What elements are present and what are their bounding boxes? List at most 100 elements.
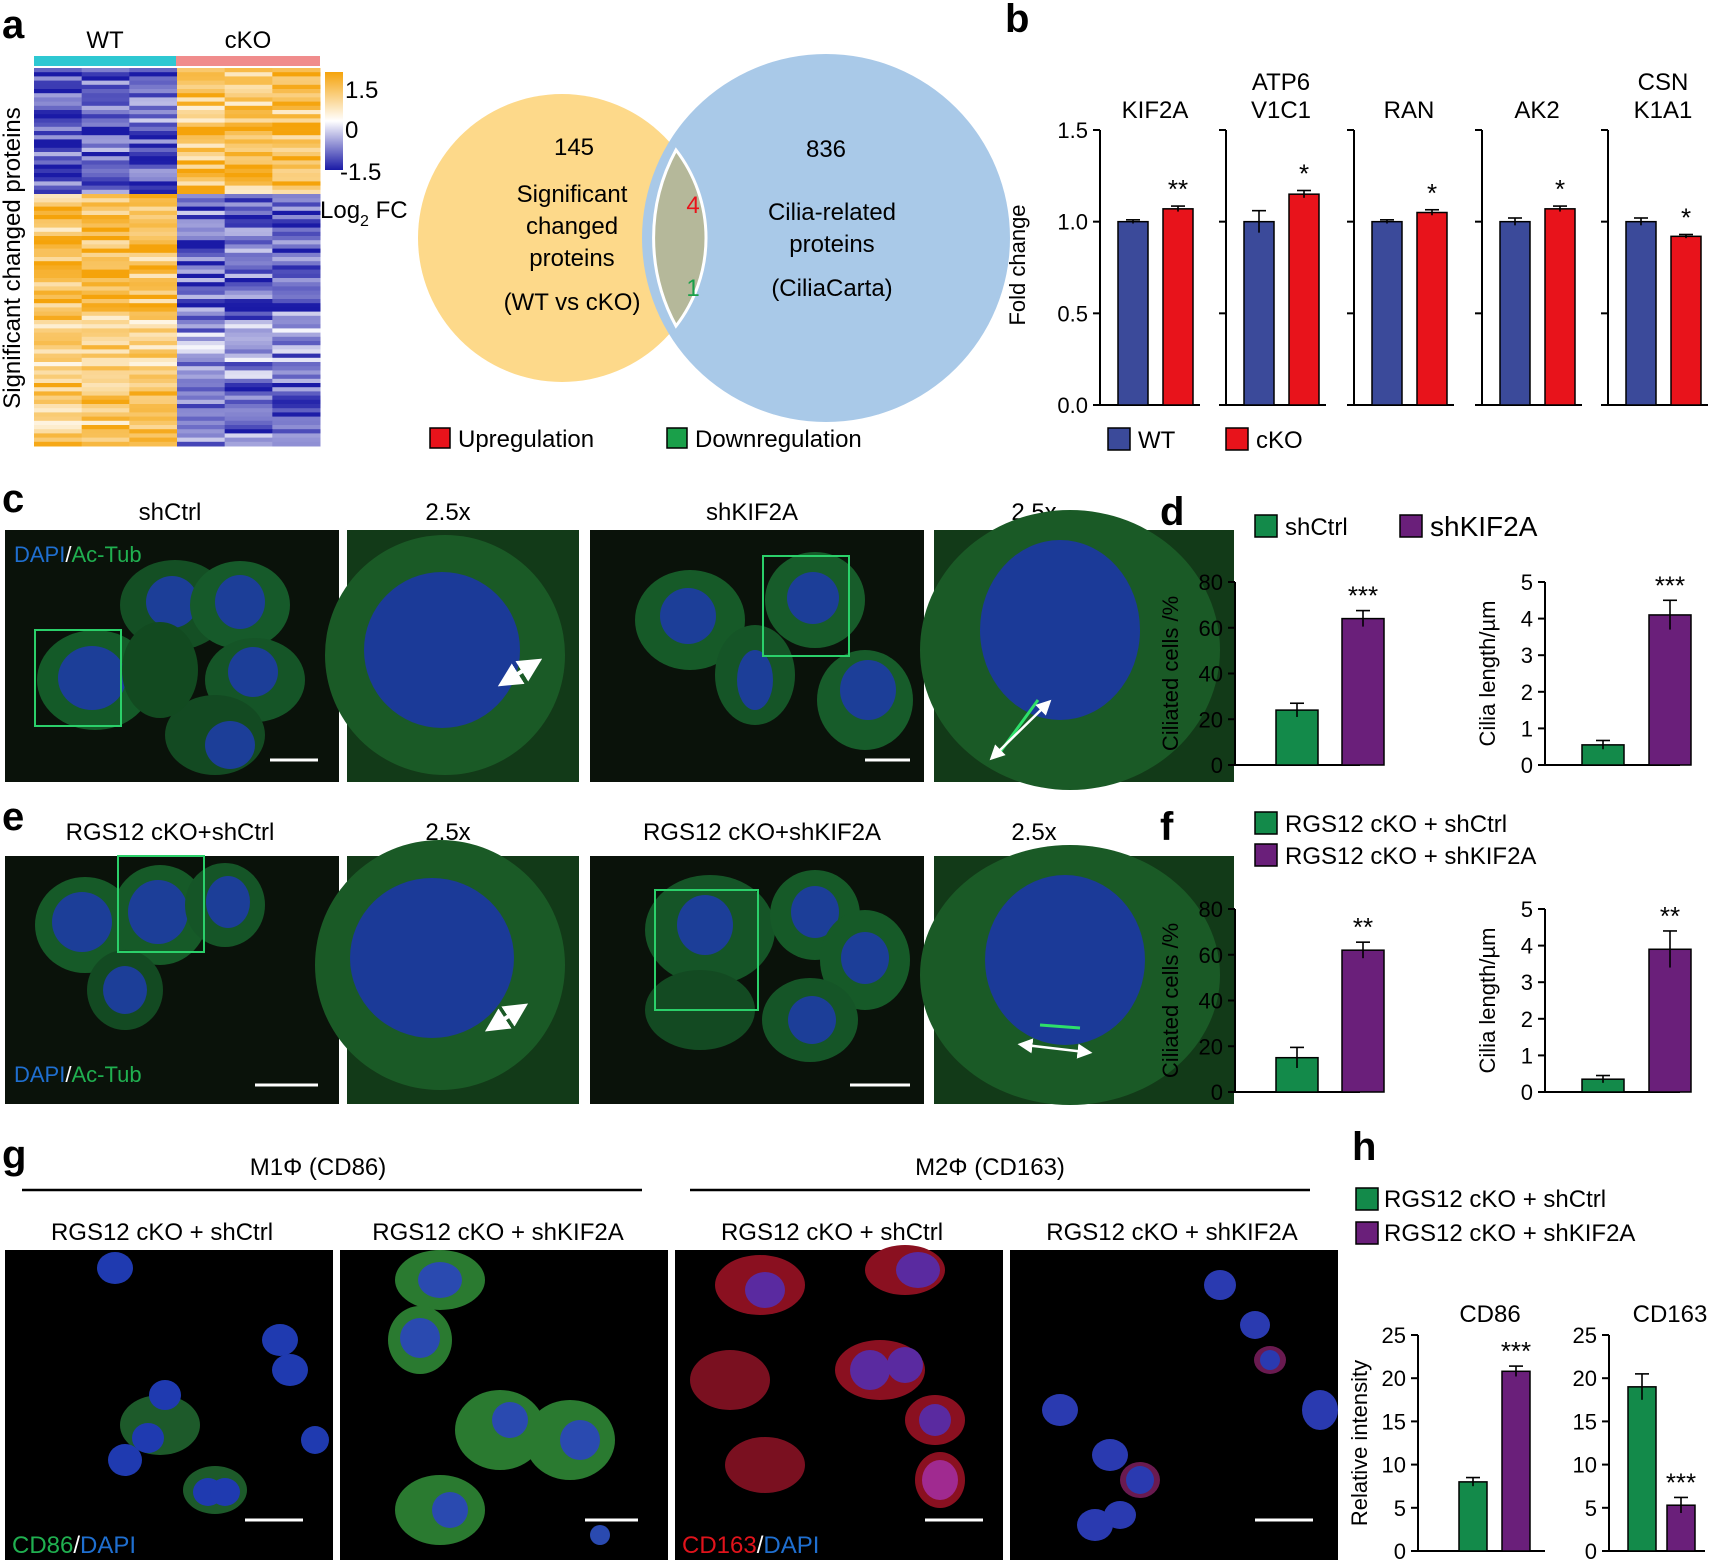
- panel-g-group-m1: M1Φ (CD86): [250, 1154, 387, 1181]
- heatmap-cell: [224, 189, 273, 195]
- heatmap-cell: [224, 97, 273, 103]
- panel-d-length-tick-label: 3: [1521, 643, 1533, 668]
- heatmap-cell: [224, 156, 273, 161]
- heatmap-cell: [177, 126, 226, 132]
- heatmap-cell: [272, 143, 321, 149]
- heatmap-cell: [81, 80, 130, 86]
- heatmap-cell: [177, 324, 226, 329]
- heatmap-cell: [224, 433, 273, 439]
- heatmap-cell: [177, 231, 226, 237]
- legend-wt-swatch: [1107, 427, 1131, 451]
- venn-overlap-down: 1: [686, 275, 699, 302]
- heatmap-cell: [224, 105, 273, 111]
- panel-h-cd86-bar-1: [1458, 1481, 1488, 1552]
- heatmap-cell: [129, 433, 178, 439]
- heatmap-cell: [34, 420, 83, 426]
- heatmap-cell: [177, 206, 226, 212]
- heatmap-cell: [81, 416, 130, 422]
- heatmap-cell: [272, 185, 321, 191]
- heatmap-cell: [224, 441, 273, 447]
- heatmap-cell: [81, 215, 130, 220]
- heatmap-cell: [177, 345, 226, 350]
- panel-b-category-label: K1A1: [1634, 97, 1693, 124]
- heatmap-cell: [224, 303, 273, 308]
- heatmap-cell: [81, 273, 130, 279]
- heatmap-cell: [177, 223, 226, 229]
- legend-shctrl-label: shCtrl: [1285, 514, 1348, 541]
- heatmap-cell: [224, 328, 273, 334]
- heatmap-cell: [129, 219, 178, 224]
- heatmap-cell: [224, 357, 273, 363]
- heatmap-cell: [129, 194, 178, 199]
- panel-h-cd163-tick-label: 15: [1573, 1409, 1597, 1434]
- heatmap-cell: [177, 420, 226, 426]
- heatmap-cell: [177, 341, 226, 346]
- panel-g-images: M1Φ (CD86) M2Φ (CD163) RGS12 cKO + shCtr…: [5, 1154, 1338, 1560]
- cko-group-bar: [176, 56, 320, 66]
- legend-shkif2a-swatch: [1399, 514, 1423, 538]
- heatmap-cell: [129, 152, 178, 157]
- heatmap-cell: [224, 168, 273, 174]
- heatmap-cell: [81, 156, 130, 161]
- heatmap-cell: [34, 437, 83, 443]
- heatmap-cell: [129, 223, 178, 229]
- heatmap-cell: [81, 105, 130, 111]
- panel-h-cd86-ylabel: Relative intensity: [1347, 1360, 1372, 1526]
- heatmap-cell: [34, 299, 83, 304]
- heatmap-cell: [129, 80, 178, 86]
- heatmap-cell: [272, 408, 321, 413]
- heatmap-cell: [177, 336, 226, 342]
- heatmap-cell: [272, 294, 321, 300]
- legend-up-label: Upregulation: [458, 426, 594, 453]
- heatmap-cell: [81, 219, 130, 224]
- heatmap-cell: [129, 97, 178, 103]
- legend-h-ctrl-label: RGS12 cKO + shCtrl: [1384, 1186, 1606, 1213]
- legend-down-label: Downregulation: [695, 426, 862, 453]
- panel-h-cd86: 0 5 10 15 20 25 *** Relative intensity CD86: [1347, 1301, 1545, 1564]
- heatmap-cell: [81, 152, 130, 157]
- heatmap-cell: [81, 240, 130, 245]
- heatmap-cell: [129, 105, 178, 111]
- panel-h-cd163-tick-label: 5: [1585, 1496, 1597, 1521]
- heatmap-cell: [81, 324, 130, 329]
- heatmap-cell: [177, 210, 226, 216]
- legend-shkif2a-label: shKIF2A: [1430, 511, 1538, 542]
- panel-f-length-tick-label: 2: [1521, 1007, 1533, 1032]
- heatmap-cell: [272, 177, 321, 182]
- heatmap-cell: [177, 269, 226, 275]
- heatmap-cell: [224, 89, 273, 94]
- panel-d-length-tick-label: 4: [1521, 607, 1533, 632]
- heatmap-cell: [129, 110, 178, 115]
- heatmap-cell: [224, 135, 273, 140]
- heatmap-cell: [177, 189, 226, 195]
- heatmap-cell: [81, 131, 130, 136]
- heatmap-cell: [81, 282, 130, 287]
- heatmap-cell: [224, 177, 273, 182]
- heatmap-cell: [224, 391, 273, 397]
- heatmap-cell: [34, 72, 83, 77]
- heatmap-cell: [34, 412, 83, 418]
- panel-b-chart: Fold change WT cKO 0.00.51.01.5**KIF2A*A…: [1005, 69, 1708, 454]
- panel-b-bar-wt: [1243, 220, 1275, 406]
- heatmap-cell: [224, 206, 273, 212]
- heatmap-cell: [129, 320, 178, 325]
- heatmap-cell: [34, 143, 83, 149]
- heatmap-cell: [272, 252, 321, 258]
- heatmap-cell: [177, 441, 226, 447]
- panel-label-d: d: [1160, 490, 1184, 534]
- heatmap-cell: [224, 147, 273, 153]
- heatmap-cell: [81, 404, 130, 409]
- heatmap-cell: [272, 248, 321, 254]
- heatmap-cell: [34, 425, 83, 430]
- heatmap-cell: [34, 189, 83, 195]
- heatmap-cell: [272, 425, 321, 430]
- heatmap-cell: [177, 122, 226, 128]
- heatmap-cell: [34, 231, 83, 237]
- heatmap-cell: [224, 320, 273, 325]
- heatmap-cell: [224, 345, 273, 350]
- heatmap-cell: [224, 126, 273, 132]
- heatmap-cell: [81, 257, 130, 262]
- heatmap-cell: [272, 320, 321, 325]
- heatmap-cell: [272, 105, 321, 111]
- heatmap-cell: [129, 160, 178, 166]
